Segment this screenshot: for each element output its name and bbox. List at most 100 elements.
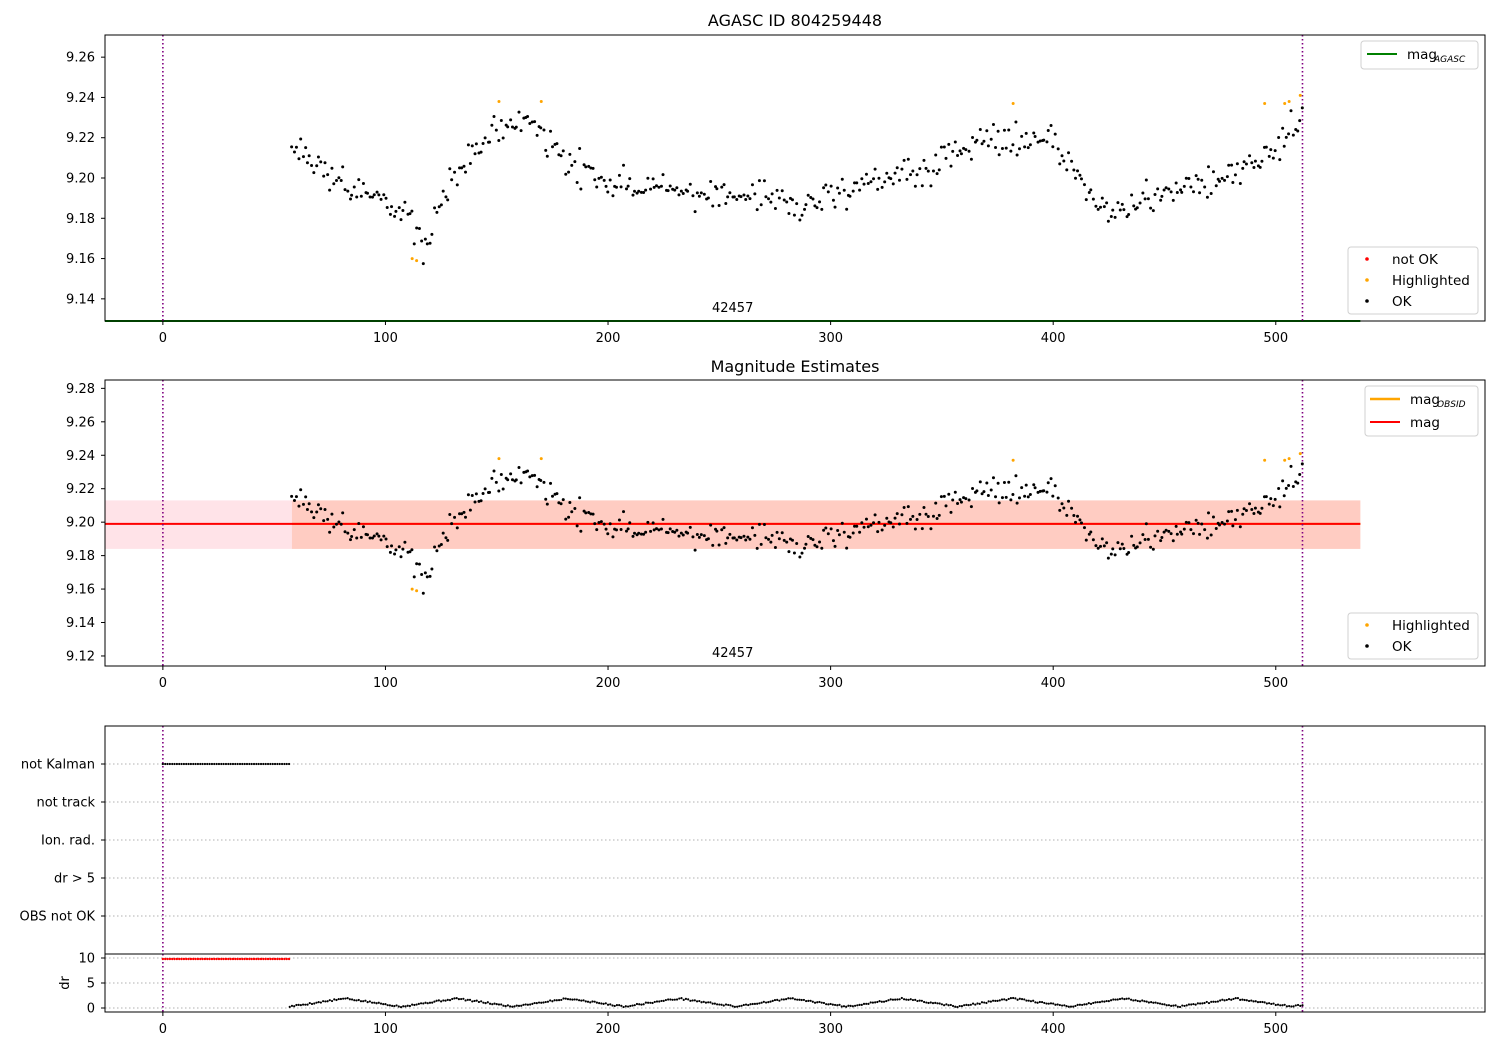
- ok-point: [1002, 481, 1006, 485]
- dr-point: [680, 996, 683, 1000]
- x-tick-label: 400: [1041, 331, 1066, 346]
- highlighted-point: [415, 259, 419, 263]
- ok-point: [492, 469, 496, 473]
- dr-point: [1207, 1001, 1211, 1005]
- ok-point: [1174, 524, 1178, 528]
- ok-point: [969, 505, 973, 509]
- ok-point: [316, 503, 320, 507]
- dr-point: [1294, 1004, 1297, 1007]
- ok-point: [833, 544, 837, 548]
- ok-point: [1164, 186, 1168, 190]
- ok-point: [359, 194, 363, 198]
- dr-point: [393, 1004, 396, 1008]
- dr-point: [874, 1001, 877, 1004]
- ok-point: [1252, 166, 1256, 170]
- ok-point: [597, 176, 601, 180]
- dr-point: [900, 996, 903, 1000]
- y-tick-label: 0: [87, 1002, 95, 1017]
- dr-point: [419, 1002, 423, 1005]
- dr-point: [453, 997, 456, 1000]
- flag-point: [243, 762, 246, 766]
- ok-point: [958, 149, 962, 153]
- ok-point: [310, 164, 314, 168]
- y-tick-label: 9.26: [66, 415, 95, 430]
- ok-point: [829, 184, 833, 188]
- ok-point: [858, 530, 862, 534]
- ok-point: [1242, 160, 1246, 164]
- ok-point: [1218, 179, 1222, 183]
- dr-clipped-point: [257, 957, 260, 961]
- dr-clipped-point: [280, 957, 284, 961]
- flag-point: [166, 762, 169, 766]
- ok-point: [845, 207, 849, 211]
- dr-point: [825, 1003, 828, 1006]
- panel-agasc-legend-points: not OK Highlighted OK: [1347, 246, 1479, 315]
- ok-point: [1218, 523, 1222, 527]
- ok-point: [1036, 140, 1040, 144]
- dr-clipped-point: [194, 957, 197, 961]
- dr-point: [484, 1002, 487, 1005]
- ok-point: [889, 521, 893, 525]
- dr-point: [562, 997, 565, 1000]
- dr-point: [1245, 999, 1248, 1002]
- dr-point: [1103, 1000, 1106, 1003]
- ok-point: [795, 202, 799, 206]
- ok-point: [668, 184, 672, 188]
- ok-point: [326, 517, 330, 521]
- dr-point: [431, 1001, 434, 1004]
- dr-point: [1190, 1003, 1193, 1006]
- dr-point: [569, 998, 572, 1001]
- ok-point: [385, 545, 389, 549]
- ok-point: [561, 498, 565, 502]
- ok-point: [911, 514, 915, 518]
- dr-point: [853, 1004, 857, 1007]
- flag-point: [175, 762, 178, 766]
- ok-point: [350, 193, 354, 197]
- ok-point: [430, 232, 434, 236]
- ok-point: [770, 192, 774, 196]
- dr-point: [553, 999, 556, 1002]
- ok-point: [595, 528, 599, 532]
- legend-mag-obsid-subscript: OBSID: [1437, 400, 1466, 410]
- dr-clipped-point: [220, 957, 223, 961]
- ok-point: [589, 166, 593, 170]
- dr-point: [435, 999, 438, 1002]
- ok-point: [420, 239, 424, 243]
- ok-point: [815, 206, 819, 210]
- legend-highlighted-label: Highlighted: [1392, 273, 1470, 289]
- ok-point: [437, 205, 441, 209]
- dr-clipped-point: [255, 957, 258, 961]
- ok-point: [964, 148, 968, 152]
- ok-point: [617, 173, 621, 177]
- dr-point: [1029, 1000, 1033, 1003]
- dr-point: [753, 1002, 757, 1005]
- ok-point: [853, 181, 857, 185]
- ok-point: [991, 123, 995, 127]
- ok-point: [604, 184, 608, 188]
- ok-point: [1067, 151, 1071, 155]
- ok-point: [1141, 533, 1145, 537]
- ok-point: [818, 540, 822, 544]
- dr-point: [1014, 997, 1017, 1000]
- ok-point: [767, 197, 771, 201]
- highlighted-point: [497, 99, 501, 103]
- x-tick-label: 400: [1041, 1022, 1066, 1037]
- dr-point: [422, 1002, 425, 1005]
- ok-point: [570, 163, 574, 167]
- ok-point: [593, 522, 597, 526]
- dr-point: [1027, 999, 1030, 1002]
- ok-point: [824, 183, 828, 187]
- ok-point: [924, 166, 928, 170]
- ok-point: [494, 128, 498, 132]
- dr-point: [787, 997, 790, 1000]
- dr-point: [464, 999, 467, 1002]
- ok-point: [1235, 162, 1239, 166]
- ok-point: [1260, 159, 1264, 163]
- ok-point: [555, 142, 559, 146]
- ok-point: [911, 169, 915, 173]
- ok-point: [481, 492, 485, 496]
- ok-point: [564, 172, 568, 176]
- ok-point: [549, 481, 553, 485]
- dr-point: [600, 1002, 603, 1005]
- dr-point: [675, 998, 679, 1001]
